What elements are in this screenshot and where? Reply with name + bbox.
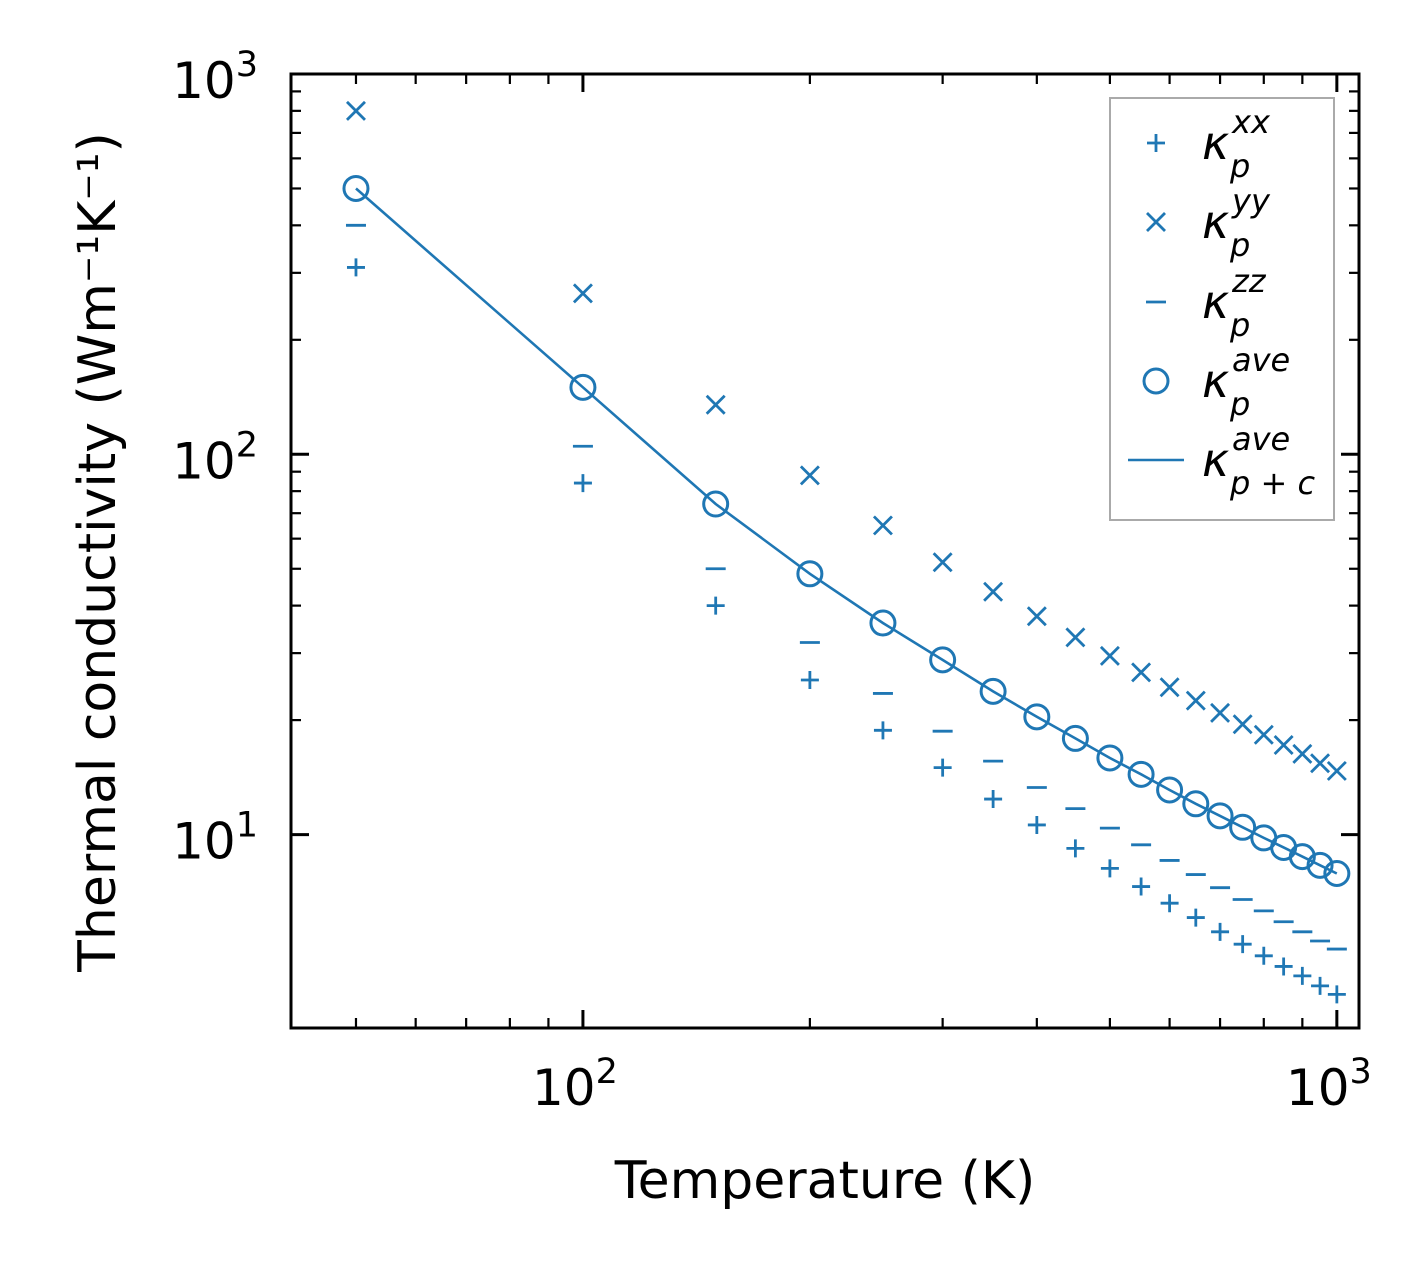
plot-area (342, 100, 1351, 1004)
data-point (933, 758, 952, 777)
series-line (355, 187, 1338, 875)
data-point (572, 283, 593, 304)
data-point (1061, 724, 1089, 752)
data-point (932, 552, 953, 573)
legend-label: κzz p (1202, 262, 1267, 344)
data-point (1233, 935, 1252, 954)
legend-marker (1147, 134, 1165, 152)
tick-labels: 102 103 101 102 103 (172, 45, 1372, 1117)
data-point (1023, 703, 1051, 731)
data-point (1311, 976, 1330, 995)
series-plus (346, 258, 1346, 1004)
series-circle (342, 174, 1351, 888)
data-point (1232, 714, 1253, 735)
data-point (706, 596, 725, 615)
y-axis-label: Thermal conductivity (Wm⁻¹K⁻¹) (68, 132, 128, 973)
data-point (1293, 966, 1312, 985)
legend-label: κxx p (1202, 103, 1271, 185)
data-point (1310, 753, 1331, 774)
axis-ticks (291, 72, 1359, 1028)
x-tick-label: 103 (1286, 1052, 1372, 1117)
data-point (702, 490, 730, 518)
data-point (1100, 859, 1119, 878)
data-point (1273, 735, 1294, 755)
x-axis-label: Temperature (K) (614, 1151, 1036, 1211)
data-point (1096, 744, 1124, 772)
y-tick-label: 101 (172, 806, 258, 871)
axes-frame (289, 72, 1361, 1030)
data-point (1206, 802, 1234, 830)
data-point (1127, 760, 1155, 788)
data-point (1185, 690, 1206, 711)
data-point (1160, 894, 1179, 913)
data-point (796, 560, 824, 588)
data-point (1066, 839, 1085, 858)
data-point (1274, 957, 1293, 976)
data-point (1323, 860, 1351, 888)
data-point (346, 258, 365, 277)
data-point (1253, 724, 1274, 745)
data-point (1065, 627, 1086, 648)
data-point (1099, 645, 1120, 666)
data-point (869, 609, 897, 637)
data-point (1292, 743, 1313, 764)
data-point (872, 515, 893, 536)
series-hline (345, 223, 1347, 951)
series-line (355, 187, 1338, 875)
data-point (1254, 946, 1273, 965)
data-point (345, 100, 366, 121)
data-point (1326, 760, 1347, 781)
legend-label: κyy p (1202, 182, 1271, 264)
y-tick-label: 102 (172, 425, 258, 490)
data-point (1211, 922, 1230, 941)
data-point (1182, 790, 1210, 818)
data-point (1156, 776, 1184, 804)
data-point (800, 670, 819, 689)
data-point (1288, 843, 1316, 871)
legend-marker (1142, 367, 1170, 395)
data-point (1026, 606, 1047, 627)
data-point (873, 721, 892, 740)
data-point (1306, 851, 1334, 879)
data-point (1210, 702, 1231, 723)
data-point (1327, 985, 1346, 1004)
data-point (1159, 677, 1180, 698)
series-x (345, 100, 1347, 781)
data-point (1131, 662, 1152, 683)
legend-label: κave p (1202, 341, 1290, 423)
data-point (1229, 813, 1257, 841)
data-point (1186, 908, 1205, 927)
data-point (984, 790, 1003, 809)
data-point (979, 677, 1007, 705)
y-tick-label: 103 (172, 45, 258, 110)
legend-box (1109, 97, 1335, 521)
data-point (705, 394, 726, 415)
data-point (929, 646, 957, 674)
legend-label: κave p + c (1202, 420, 1315, 502)
data-point (569, 373, 597, 401)
legend-marker (1146, 212, 1166, 232)
data-point (573, 474, 592, 493)
data-point (983, 581, 1004, 602)
data-point (799, 465, 820, 486)
data-point (342, 174, 370, 202)
x-tick-label: 102 (532, 1052, 618, 1117)
data-point (1132, 877, 1151, 896)
data-point (1027, 815, 1046, 834)
